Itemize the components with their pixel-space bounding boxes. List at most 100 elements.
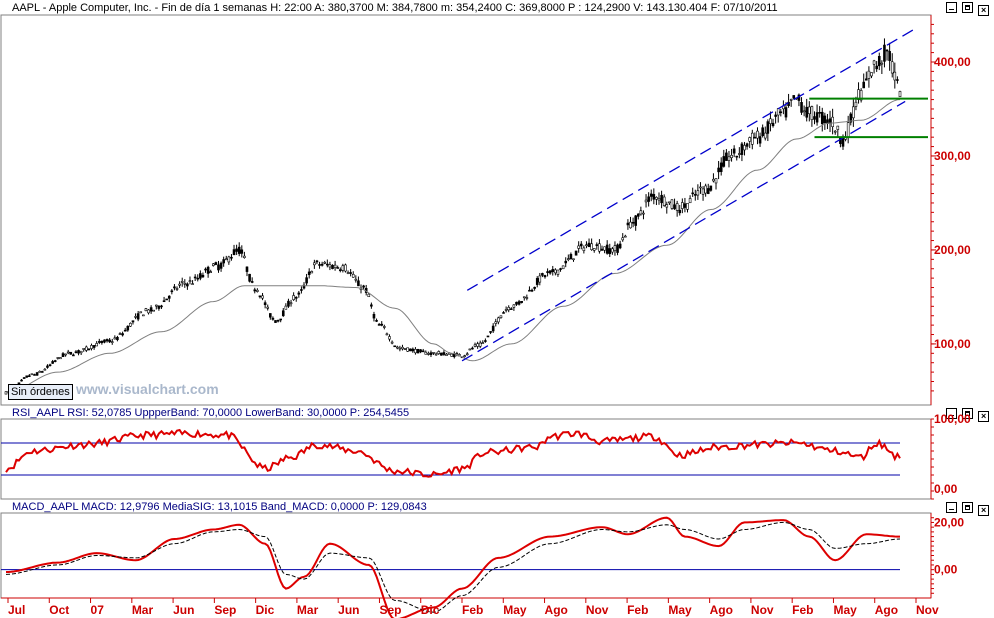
candle bbox=[167, 295, 171, 303]
candle bbox=[704, 183, 707, 197]
candle bbox=[600, 245, 604, 251]
candle bbox=[756, 127, 759, 145]
candle bbox=[30, 373, 34, 376]
candle bbox=[805, 98, 809, 122]
rsi-panel-frame bbox=[0, 418, 932, 500]
candle bbox=[504, 306, 508, 313]
candle bbox=[826, 113, 829, 130]
candle bbox=[419, 349, 422, 354]
candle bbox=[802, 105, 806, 117]
candle bbox=[297, 290, 301, 298]
minimize-icon[interactable] bbox=[946, 2, 957, 13]
candle bbox=[362, 284, 365, 290]
candle bbox=[577, 241, 580, 253]
candle bbox=[683, 197, 687, 213]
candle bbox=[43, 368, 47, 371]
candle bbox=[528, 286, 531, 292]
candle bbox=[621, 233, 625, 242]
candle bbox=[546, 268, 549, 277]
candle bbox=[263, 300, 267, 309]
maximize-icon[interactable] bbox=[962, 2, 974, 13]
x-tick-label: Feb bbox=[462, 603, 483, 617]
candle bbox=[494, 318, 498, 327]
candle bbox=[898, 90, 902, 98]
close-icon[interactable]: × bbox=[978, 505, 990, 516]
candle bbox=[237, 242, 241, 257]
candle bbox=[896, 76, 899, 84]
maximize-icon[interactable] bbox=[962, 502, 974, 513]
candle bbox=[354, 275, 358, 283]
candle bbox=[100, 340, 104, 345]
candle bbox=[328, 261, 332, 271]
candle bbox=[388, 334, 391, 342]
candle bbox=[499, 315, 503, 319]
minimize-icon[interactable] bbox=[946, 408, 957, 419]
candle bbox=[206, 265, 210, 278]
candle bbox=[310, 270, 314, 274]
close-icon[interactable]: × bbox=[978, 411, 990, 422]
candle bbox=[782, 100, 785, 115]
candle bbox=[543, 274, 547, 279]
x-tick-label: May bbox=[833, 603, 857, 617]
price-y-tick-label: 200,00 bbox=[934, 243, 971, 257]
channel-lower-line[interactable] bbox=[461, 100, 906, 362]
channel-upper-line[interactable] bbox=[466, 29, 914, 291]
candle bbox=[421, 348, 425, 353]
candle bbox=[639, 206, 643, 216]
candle bbox=[872, 59, 876, 74]
candle bbox=[51, 359, 54, 364]
moving-average-line bbox=[5, 99, 901, 394]
candle bbox=[398, 345, 402, 352]
candle bbox=[331, 264, 334, 270]
candle bbox=[250, 277, 254, 284]
macd-y-tick-label: 0,00 bbox=[934, 563, 958, 577]
x-tick-label: Sep bbox=[214, 603, 236, 617]
maximize-icon[interactable] bbox=[962, 408, 974, 419]
candle bbox=[395, 345, 399, 350]
candle bbox=[20, 379, 23, 382]
candle bbox=[644, 194, 648, 208]
candle bbox=[152, 309, 156, 312]
candle bbox=[579, 241, 583, 250]
candle bbox=[118, 332, 122, 335]
candle bbox=[626, 219, 630, 230]
candle bbox=[162, 296, 166, 303]
candle bbox=[836, 125, 840, 137]
close-icon[interactable]: × bbox=[978, 5, 990, 16]
candle bbox=[357, 276, 360, 287]
signal-line bbox=[5, 521, 901, 613]
minimize-icon[interactable] bbox=[946, 502, 957, 513]
macd-title: MACD_AAPL MACD: 12,9796 MediaSIG: 13,101… bbox=[12, 501, 427, 513]
candle bbox=[572, 258, 575, 262]
candle bbox=[758, 132, 762, 147]
candle bbox=[191, 280, 194, 285]
candle bbox=[35, 371, 39, 376]
candle bbox=[209, 269, 213, 273]
candle bbox=[706, 183, 710, 195]
candle bbox=[281, 308, 285, 317]
candle bbox=[624, 234, 627, 238]
candle bbox=[688, 195, 692, 204]
candle bbox=[823, 112, 827, 130]
candle bbox=[574, 250, 578, 256]
no-orders-button[interactable]: Sin órdenes bbox=[8, 384, 73, 400]
candle bbox=[79, 350, 83, 356]
candle bbox=[69, 351, 73, 355]
candle bbox=[136, 310, 140, 322]
candle bbox=[533, 286, 536, 291]
candle bbox=[186, 282, 189, 290]
candle bbox=[611, 246, 614, 255]
candle bbox=[74, 350, 78, 354]
candle bbox=[732, 145, 736, 158]
candle bbox=[300, 286, 303, 294]
candle bbox=[725, 149, 728, 161]
candle bbox=[113, 335, 117, 340]
candle bbox=[592, 248, 596, 253]
candle bbox=[108, 338, 111, 344]
candle bbox=[675, 200, 679, 217]
macd-line bbox=[6, 516, 900, 618]
candle bbox=[116, 335, 119, 342]
candle bbox=[714, 178, 718, 190]
candle bbox=[333, 260, 337, 271]
